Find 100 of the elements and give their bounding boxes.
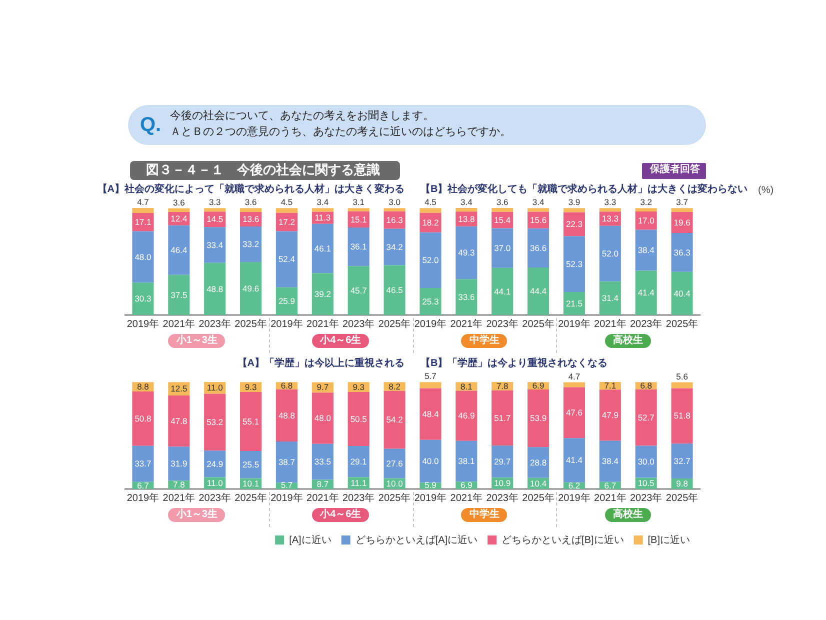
data-label: 9.3: [352, 382, 365, 392]
text: 高校生: [613, 335, 644, 347]
text: 保護者回答: [650, 164, 700, 176]
data-label: 14.5: [206, 214, 224, 224]
data-label: 7.1: [604, 380, 616, 391]
bar: [420, 208, 442, 213]
bar: [384, 390, 406, 449]
bar: [635, 446, 657, 478]
text: 高校生: [613, 509, 644, 521]
data-label: 9.7: [316, 382, 329, 392]
x-tick-label: 2021年: [450, 492, 483, 504]
bar: [168, 446, 190, 481]
chart-subtitle: 今後の社会について、あなたの考えをお聞きします。ＡとＢの２つの意見のうち、あなたの考えに近いのはどちらですか。: [170, 109, 511, 140]
data-label: 16.3: [386, 214, 404, 225]
x-tick-label: 2019年: [270, 492, 303, 504]
data-label: 27.6: [386, 458, 404, 468]
bar: [420, 232, 442, 288]
bar: [420, 382, 442, 388]
x-tick-label: 2023年: [198, 318, 231, 330]
data-label: 15.1: [350, 214, 368, 224]
bar: [420, 288, 442, 315]
bar: [635, 208, 657, 212]
data-label: 45.7: [350, 285, 368, 296]
data-label: 25.3: [422, 296, 440, 306]
bar: [348, 228, 370, 266]
data-label: 12.4: [170, 214, 188, 224]
data-label: 25.9: [278, 296, 296, 306]
bar: [492, 268, 514, 315]
text: 小4～6生: [320, 335, 362, 347]
data-label: 50.8: [134, 414, 152, 424]
bar: [132, 231, 154, 283]
data-label: 29.1: [350, 456, 368, 466]
data-label: 10.1: [242, 478, 260, 488]
bar: [312, 273, 334, 315]
x-tick-label: 2019年: [126, 318, 160, 330]
bar: [204, 394, 226, 451]
data-label: 47.9: [602, 410, 619, 420]
bar: [456, 390, 478, 441]
data-label: 36.1: [350, 242, 368, 252]
data-label: 44.1: [494, 286, 511, 296]
x-tick-label: 2025年: [234, 318, 267, 330]
data-label: 6.8: [640, 380, 652, 391]
bar: [348, 392, 370, 446]
bar: [204, 262, 226, 315]
text: 【B】社会が変化しても「就職で求められる人材」は大きくは変わらない: [420, 184, 748, 196]
data-label: 6.9: [460, 480, 473, 490]
data-label: 15.6: [530, 214, 547, 225]
data-label: 32.7: [674, 456, 691, 466]
x-tick-label: 2021年: [162, 492, 196, 504]
x-tick-label: 2023年: [486, 318, 518, 330]
data-label: 10.0: [386, 478, 404, 488]
data-label: 11.0: [206, 478, 224, 488]
bar: [671, 444, 693, 479]
data-label: 19.6: [674, 217, 691, 228]
x-tick-label: 2023年: [630, 318, 662, 330]
data-label: 39.2: [314, 288, 332, 299]
data-label: 53.2: [206, 417, 224, 428]
data-label: 51.7: [494, 412, 511, 423]
data-label: 3.3: [604, 197, 616, 208]
x-tick-label: 2025年: [522, 492, 554, 504]
chart-title: 図３－４－１ 今後の社会に関する意識: [146, 162, 380, 178]
data-label: 33.4: [206, 240, 224, 250]
data-label: 48.8: [278, 410, 296, 420]
bar: [348, 446, 370, 478]
data-label: 5.6: [676, 371, 688, 382]
bar: [276, 231, 298, 288]
bar: [312, 444, 334, 480]
data-label: 3.0: [388, 197, 401, 208]
data-label: 54.2: [386, 414, 404, 425]
data-label: 31.9: [170, 458, 188, 468]
legend-label: [B]に近い: [648, 534, 690, 546]
legend-label: どちらかといえば[B]に近い: [502, 534, 624, 546]
data-label: 8.7: [316, 479, 329, 490]
data-label: 9.3: [244, 382, 257, 392]
data-label: 12.5: [170, 384, 188, 394]
x-tick-label: 2019年: [126, 492, 160, 504]
data-label: 3.9: [568, 197, 580, 208]
data-label: 9.8: [676, 478, 688, 489]
data-label: 4.7: [568, 371, 580, 382]
data-label: 48.0: [314, 413, 332, 424]
data-label: 22.3: [566, 219, 583, 230]
text: 中学生: [469, 335, 500, 347]
data-label: 46.5: [386, 284, 404, 295]
bar: [528, 268, 550, 315]
data-label: 52.3: [566, 258, 583, 269]
x-tick-label: 2025年: [234, 492, 267, 504]
data-label: 52.0: [602, 248, 619, 258]
bar: [456, 226, 478, 280]
bar: [312, 224, 334, 274]
bar: [456, 440, 478, 482]
data-label: 46.4: [170, 244, 188, 255]
bar: [276, 212, 298, 232]
bar: [240, 262, 262, 315]
data-label: 15.4: [494, 214, 511, 225]
data-label: 3.4: [460, 197, 473, 208]
text: 小4～6生: [320, 509, 362, 521]
data-label: 38.1: [458, 456, 475, 466]
data-label: 46.1: [314, 243, 332, 254]
bar: [599, 226, 621, 282]
data-label: 6.9: [532, 380, 544, 391]
